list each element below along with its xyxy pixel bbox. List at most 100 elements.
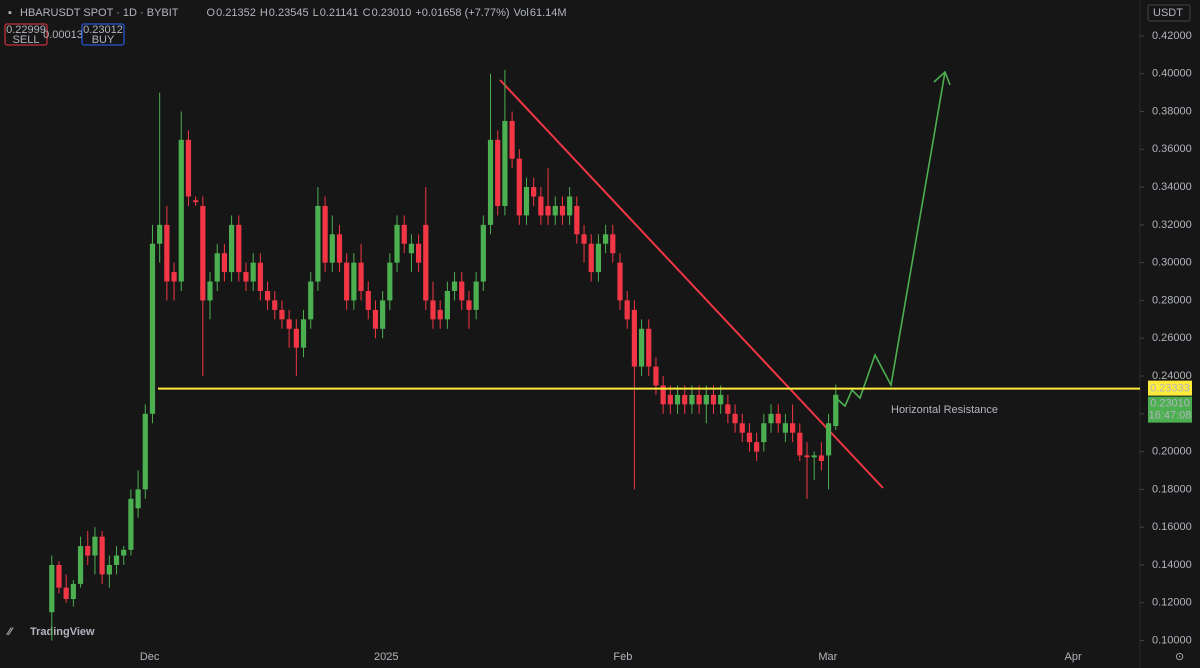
candle-body bbox=[142, 413, 148, 490]
candle-body bbox=[444, 290, 450, 320]
candle-body bbox=[293, 328, 299, 348]
candle-body bbox=[344, 262, 350, 301]
candle-body bbox=[538, 196, 544, 216]
y-tick-label: 0.40000 bbox=[1152, 68, 1192, 80]
stat-value: 0.23545 bbox=[269, 7, 309, 19]
candle-body bbox=[308, 281, 314, 320]
symbol-icon: ▪ bbox=[8, 7, 12, 19]
header: HBARUSDT SPOT · 1D · BYBIT O 0.21352 H 0.235… bbox=[20, 7, 567, 19]
stat-value: 61.14M bbox=[530, 7, 567, 19]
candle-body bbox=[236, 224, 242, 273]
candle-body bbox=[516, 158, 522, 216]
y-tick-label: 0.30000 bbox=[1152, 257, 1192, 269]
candle-body bbox=[264, 290, 271, 301]
candle-body bbox=[638, 328, 645, 367]
candle-body bbox=[833, 394, 839, 427]
candle-body bbox=[171, 272, 177, 282]
countdown: 16:47:08 bbox=[1149, 410, 1192, 422]
candle-body bbox=[732, 413, 738, 424]
candle-body bbox=[185, 139, 192, 197]
sell-price: 0.22999 bbox=[6, 24, 46, 36]
candle-body bbox=[790, 423, 796, 433]
resistance-price-box bbox=[1148, 380, 1192, 396]
candle-body bbox=[451, 281, 458, 291]
x-tick-label: Dec bbox=[140, 651, 160, 663]
candle-body bbox=[725, 404, 731, 414]
candle-body bbox=[272, 300, 278, 310]
candle-body bbox=[286, 319, 292, 329]
candle-body bbox=[228, 224, 235, 273]
candle-body bbox=[559, 205, 566, 216]
candle-body bbox=[300, 319, 307, 348]
candle-body bbox=[437, 309, 443, 320]
candle-body bbox=[703, 394, 709, 405]
candle-body bbox=[674, 394, 681, 405]
projection-arrow bbox=[933, 70, 951, 86]
candle-body bbox=[49, 564, 55, 613]
candle-body bbox=[811, 455, 817, 458]
brand-icon: ⁄⁄ bbox=[5, 626, 14, 638]
stat-value: 0.21141 bbox=[320, 7, 359, 19]
trendline bbox=[499, 79, 884, 489]
candle-body bbox=[797, 432, 803, 456]
candle-body bbox=[329, 234, 335, 263]
candle-body bbox=[423, 224, 429, 301]
sell-label: SELL bbox=[13, 34, 40, 46]
y-tick-label: 0.36000 bbox=[1152, 143, 1192, 155]
candle-body bbox=[710, 394, 717, 405]
candle-body bbox=[502, 120, 508, 206]
candle-body bbox=[509, 120, 515, 159]
candle-body bbox=[221, 253, 228, 273]
candle-body bbox=[495, 139, 501, 206]
sell-box[interactable] bbox=[4, 23, 48, 46]
candle-body bbox=[315, 205, 321, 282]
candle-body bbox=[574, 205, 580, 235]
candle-body bbox=[480, 224, 486, 282]
candle-body bbox=[545, 205, 551, 216]
candle-body bbox=[99, 536, 105, 575]
y-tick-label: 0.20000 bbox=[1152, 446, 1192, 458]
candle-body bbox=[739, 423, 745, 433]
candle-body bbox=[92, 536, 98, 556]
y-tick-label: 0.26000 bbox=[1152, 332, 1192, 344]
candle-body bbox=[473, 281, 479, 310]
projection-path bbox=[835, 71, 946, 408]
candle-body bbox=[415, 243, 422, 263]
candle-body bbox=[818, 455, 824, 462]
candle-body bbox=[487, 139, 494, 225]
stat-key: C bbox=[363, 7, 371, 19]
currency-box[interactable] bbox=[1147, 4, 1191, 22]
x-tick-label: 2025 bbox=[374, 651, 398, 663]
candle-body bbox=[408, 243, 415, 254]
settings-icon[interactable]: ⊙ bbox=[1175, 651, 1184, 663]
resistance-annotation: Horizontal Resistance bbox=[891, 404, 998, 416]
y-tick-label: 0.12000 bbox=[1152, 597, 1192, 609]
stat-value: +0.01658 (+7.77%) bbox=[415, 7, 509, 19]
buy-box[interactable] bbox=[81, 23, 125, 46]
candle-body bbox=[689, 394, 695, 405]
candle-body bbox=[588, 243, 594, 273]
currency: USDT bbox=[1153, 7, 1183, 19]
candle-body bbox=[164, 224, 170, 282]
stat-key: O bbox=[207, 7, 216, 19]
y-tick-label: 0.38000 bbox=[1152, 105, 1192, 117]
y-tick-label: 0.32000 bbox=[1152, 219, 1192, 231]
candle-body bbox=[775, 413, 781, 424]
stat-value: 0.21352 bbox=[216, 7, 256, 19]
candle-body bbox=[624, 300, 630, 320]
candle-body bbox=[121, 549, 127, 556]
candle-body bbox=[610, 234, 616, 254]
y-tick-label: 0.34000 bbox=[1152, 181, 1192, 193]
y-tick-label: 0.42000 bbox=[1152, 30, 1192, 42]
candle-body bbox=[660, 385, 666, 405]
candle-body bbox=[279, 309, 285, 320]
candle-body bbox=[581, 234, 587, 244]
y-tick-label: 0.14000 bbox=[1152, 559, 1192, 571]
candle-body bbox=[387, 262, 393, 301]
x-tick-label: Mar bbox=[818, 651, 837, 663]
candle-body bbox=[358, 262, 364, 291]
candle-body bbox=[56, 564, 62, 588]
